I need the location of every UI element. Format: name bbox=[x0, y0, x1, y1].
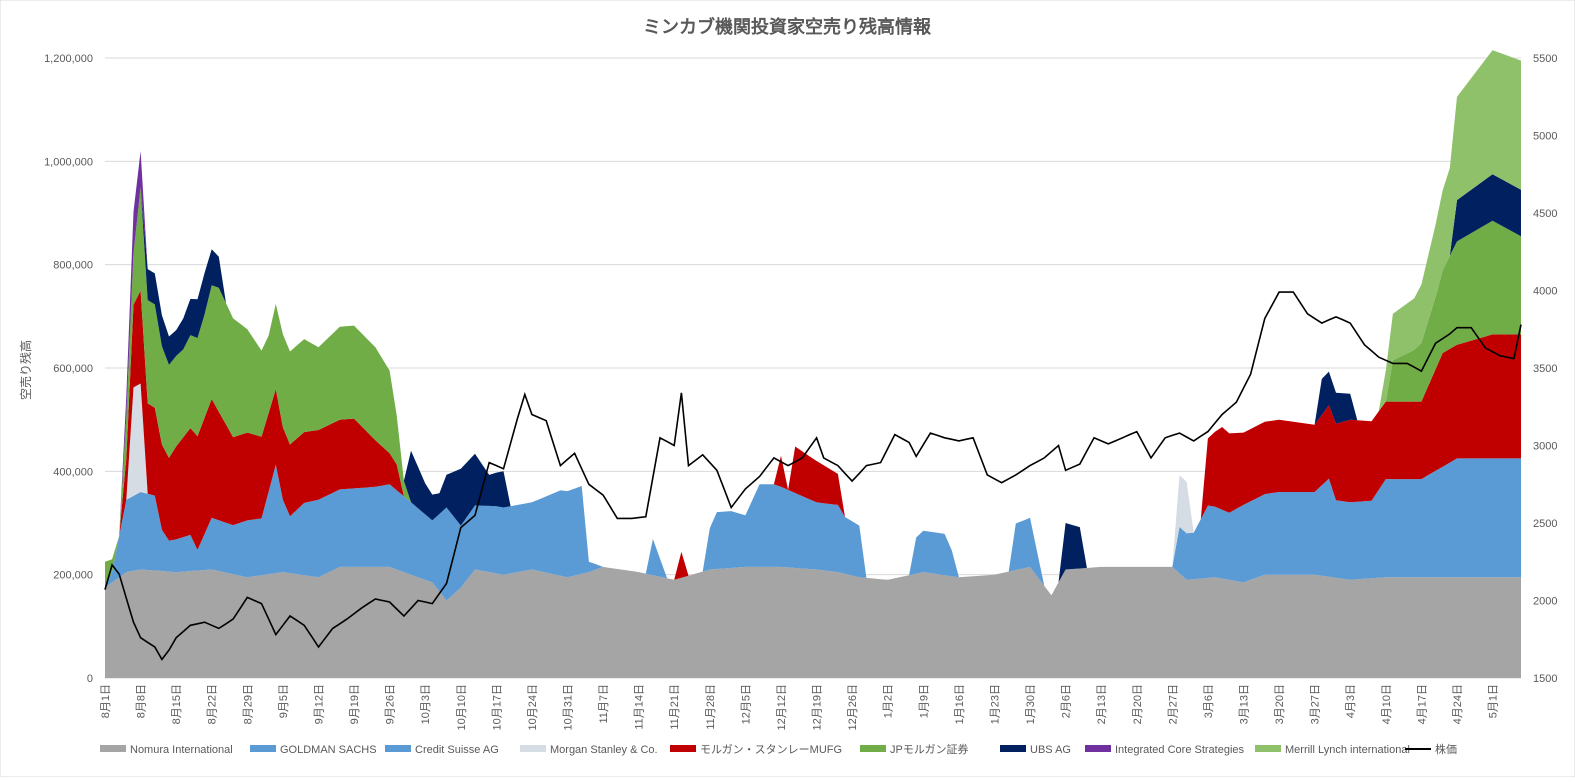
x-tick-label: 11月14日 bbox=[634, 684, 646, 730]
y2-tick-label: 4500 bbox=[1533, 208, 1557, 220]
y2-tick-label: 1500 bbox=[1533, 673, 1557, 685]
y-tick-label: 200,000 bbox=[53, 570, 93, 582]
x-tick-label: 1月9日 bbox=[918, 684, 930, 718]
legend-label: 株価 bbox=[1435, 742, 1457, 756]
x-tick-label: 10月31日 bbox=[563, 684, 575, 730]
x-tick-label: 9月12日 bbox=[313, 684, 325, 724]
x-tick-label: 4月17日 bbox=[1416, 684, 1428, 724]
legend-swatch bbox=[385, 745, 411, 752]
x-tick-label: 8月15日 bbox=[171, 684, 183, 724]
x-tick-label: 3月13日 bbox=[1238, 684, 1250, 724]
y-axis-title: 空売り残高 bbox=[18, 340, 33, 400]
x-tick-label: 8月1日 bbox=[100, 684, 112, 718]
x-tick-label: 8月8日 bbox=[136, 684, 148, 718]
x-tick-label: 9月19日 bbox=[349, 684, 361, 724]
x-tick-label: 5月1日 bbox=[1488, 684, 1500, 718]
legend-label: Morgan Stanley & Co. bbox=[550, 744, 658, 756]
x-tick-label: 12月12日 bbox=[776, 684, 788, 730]
legend-label: Credit Suisse AG bbox=[415, 744, 499, 756]
y2-axis-ticks: 1500 2000 2500 3000 3500 4000 4500 5000 5500 bbox=[1533, 53, 1557, 685]
y2-tick-label: 2500 bbox=[1533, 518, 1557, 530]
legend-label: モルガン・スタンレーMUFG bbox=[700, 743, 842, 756]
legend-label: Merrill Lynch international bbox=[1285, 744, 1410, 756]
y-tick-label: 400,000 bbox=[53, 466, 93, 478]
x-tick-label: 1月23日 bbox=[989, 684, 1001, 724]
area-goldman-sachs bbox=[105, 458, 1521, 601]
legend-swatch bbox=[1255, 745, 1281, 752]
x-tick-label: 10月3日 bbox=[420, 684, 432, 724]
legend-swatch bbox=[520, 745, 546, 752]
x-tick-label: 12月19日 bbox=[812, 684, 824, 730]
price-series bbox=[104, 291, 1522, 661]
area-nomura-international bbox=[105, 566, 1521, 678]
x-tick-label: 2月20日 bbox=[1132, 684, 1144, 724]
area-mufg bbox=[105, 290, 1521, 596]
legend-swatch bbox=[250, 745, 276, 752]
x-tick-label: 12月26日 bbox=[847, 684, 859, 730]
x-tick-label: 11月21日 bbox=[669, 684, 681, 730]
x-tick-label: 3月20日 bbox=[1274, 684, 1286, 724]
y-tick-label: 1,200,000 bbox=[44, 53, 93, 65]
x-tick-label: 10月10日 bbox=[456, 684, 468, 730]
legend-swatch bbox=[1085, 745, 1111, 752]
x-tick-label: 9月5日 bbox=[278, 684, 290, 718]
y-tick-label: 0 bbox=[87, 673, 93, 685]
x-tick-label: 9月26日 bbox=[385, 684, 397, 724]
legend-label: Integrated Core Strategies bbox=[1115, 744, 1245, 756]
x-tick-label: 3月27日 bbox=[1310, 684, 1322, 724]
legend-label: UBS AG bbox=[1030, 744, 1071, 756]
area-ubs-ag bbox=[105, 174, 1521, 596]
area-jp bbox=[105, 187, 1521, 596]
y2-tick-label: 2000 bbox=[1533, 596, 1557, 608]
x-tick-label: 8月22日 bbox=[207, 684, 219, 724]
y2-tick-label: 5500 bbox=[1533, 53, 1557, 65]
legend-swatch bbox=[1000, 745, 1026, 752]
y2-tick-label: 4000 bbox=[1533, 286, 1557, 298]
x-tick-label: 10月24日 bbox=[527, 684, 539, 730]
y2-tick-label: 5000 bbox=[1533, 131, 1557, 143]
x-tick-label: 1月16日 bbox=[954, 684, 966, 724]
y-tick-label: 800,000 bbox=[53, 260, 93, 272]
x-tick-label: 2月27日 bbox=[1167, 684, 1179, 724]
x-tick-label: 4月24日 bbox=[1452, 684, 1464, 724]
legend-swatch bbox=[670, 745, 696, 752]
y2-tick-label: 3500 bbox=[1533, 363, 1557, 375]
legend: Nomura International GOLDMAN SACHS Credit … bbox=[100, 742, 1457, 756]
y2-tick-label: 3000 bbox=[1533, 441, 1557, 453]
x-tick-label: 4月10日 bbox=[1381, 684, 1393, 724]
x-tick-label: 12月5日 bbox=[740, 684, 752, 724]
chart-title: ミンカブ機関投資家空売り残高情報 bbox=[643, 16, 932, 37]
y-tick-label: 600,000 bbox=[53, 363, 93, 375]
x-tick-label: 3月6日 bbox=[1203, 684, 1215, 718]
x-tick-label: 4月3日 bbox=[1345, 684, 1357, 718]
y-tick-label: 1,000,000 bbox=[44, 156, 93, 168]
area-series bbox=[105, 50, 1521, 678]
legend-label: Nomura International bbox=[130, 744, 233, 756]
x-tick-label: 10月17日 bbox=[491, 684, 503, 730]
x-tick-label: 11月28日 bbox=[705, 684, 717, 730]
x-tick-label: 2月6日 bbox=[1061, 684, 1073, 718]
x-tick-label: 8月29日 bbox=[242, 684, 254, 724]
price-line bbox=[104, 291, 1522, 661]
x-tick-label: 1月2日 bbox=[883, 684, 895, 718]
y-axis-ticks: 0 200,000 400,000 600,000 800,000 1,000,000 1,… bbox=[44, 53, 93, 685]
legend-label: GOLDMAN SACHS bbox=[280, 744, 377, 756]
legend-swatch bbox=[100, 745, 126, 752]
legend-label: JPモルガン証券 bbox=[890, 742, 969, 756]
x-axis-ticks: 8月1日 8月8日 8月15日 8月22日 8月29日 9月5日 9月12日 9月19日 9月2… bbox=[100, 684, 1500, 730]
x-tick-label: 11月7日 bbox=[598, 684, 610, 724]
x-tick-label: 2月13日 bbox=[1096, 684, 1108, 724]
x-tick-label: 1月30日 bbox=[1025, 684, 1037, 724]
legend-swatch bbox=[860, 745, 886, 752]
